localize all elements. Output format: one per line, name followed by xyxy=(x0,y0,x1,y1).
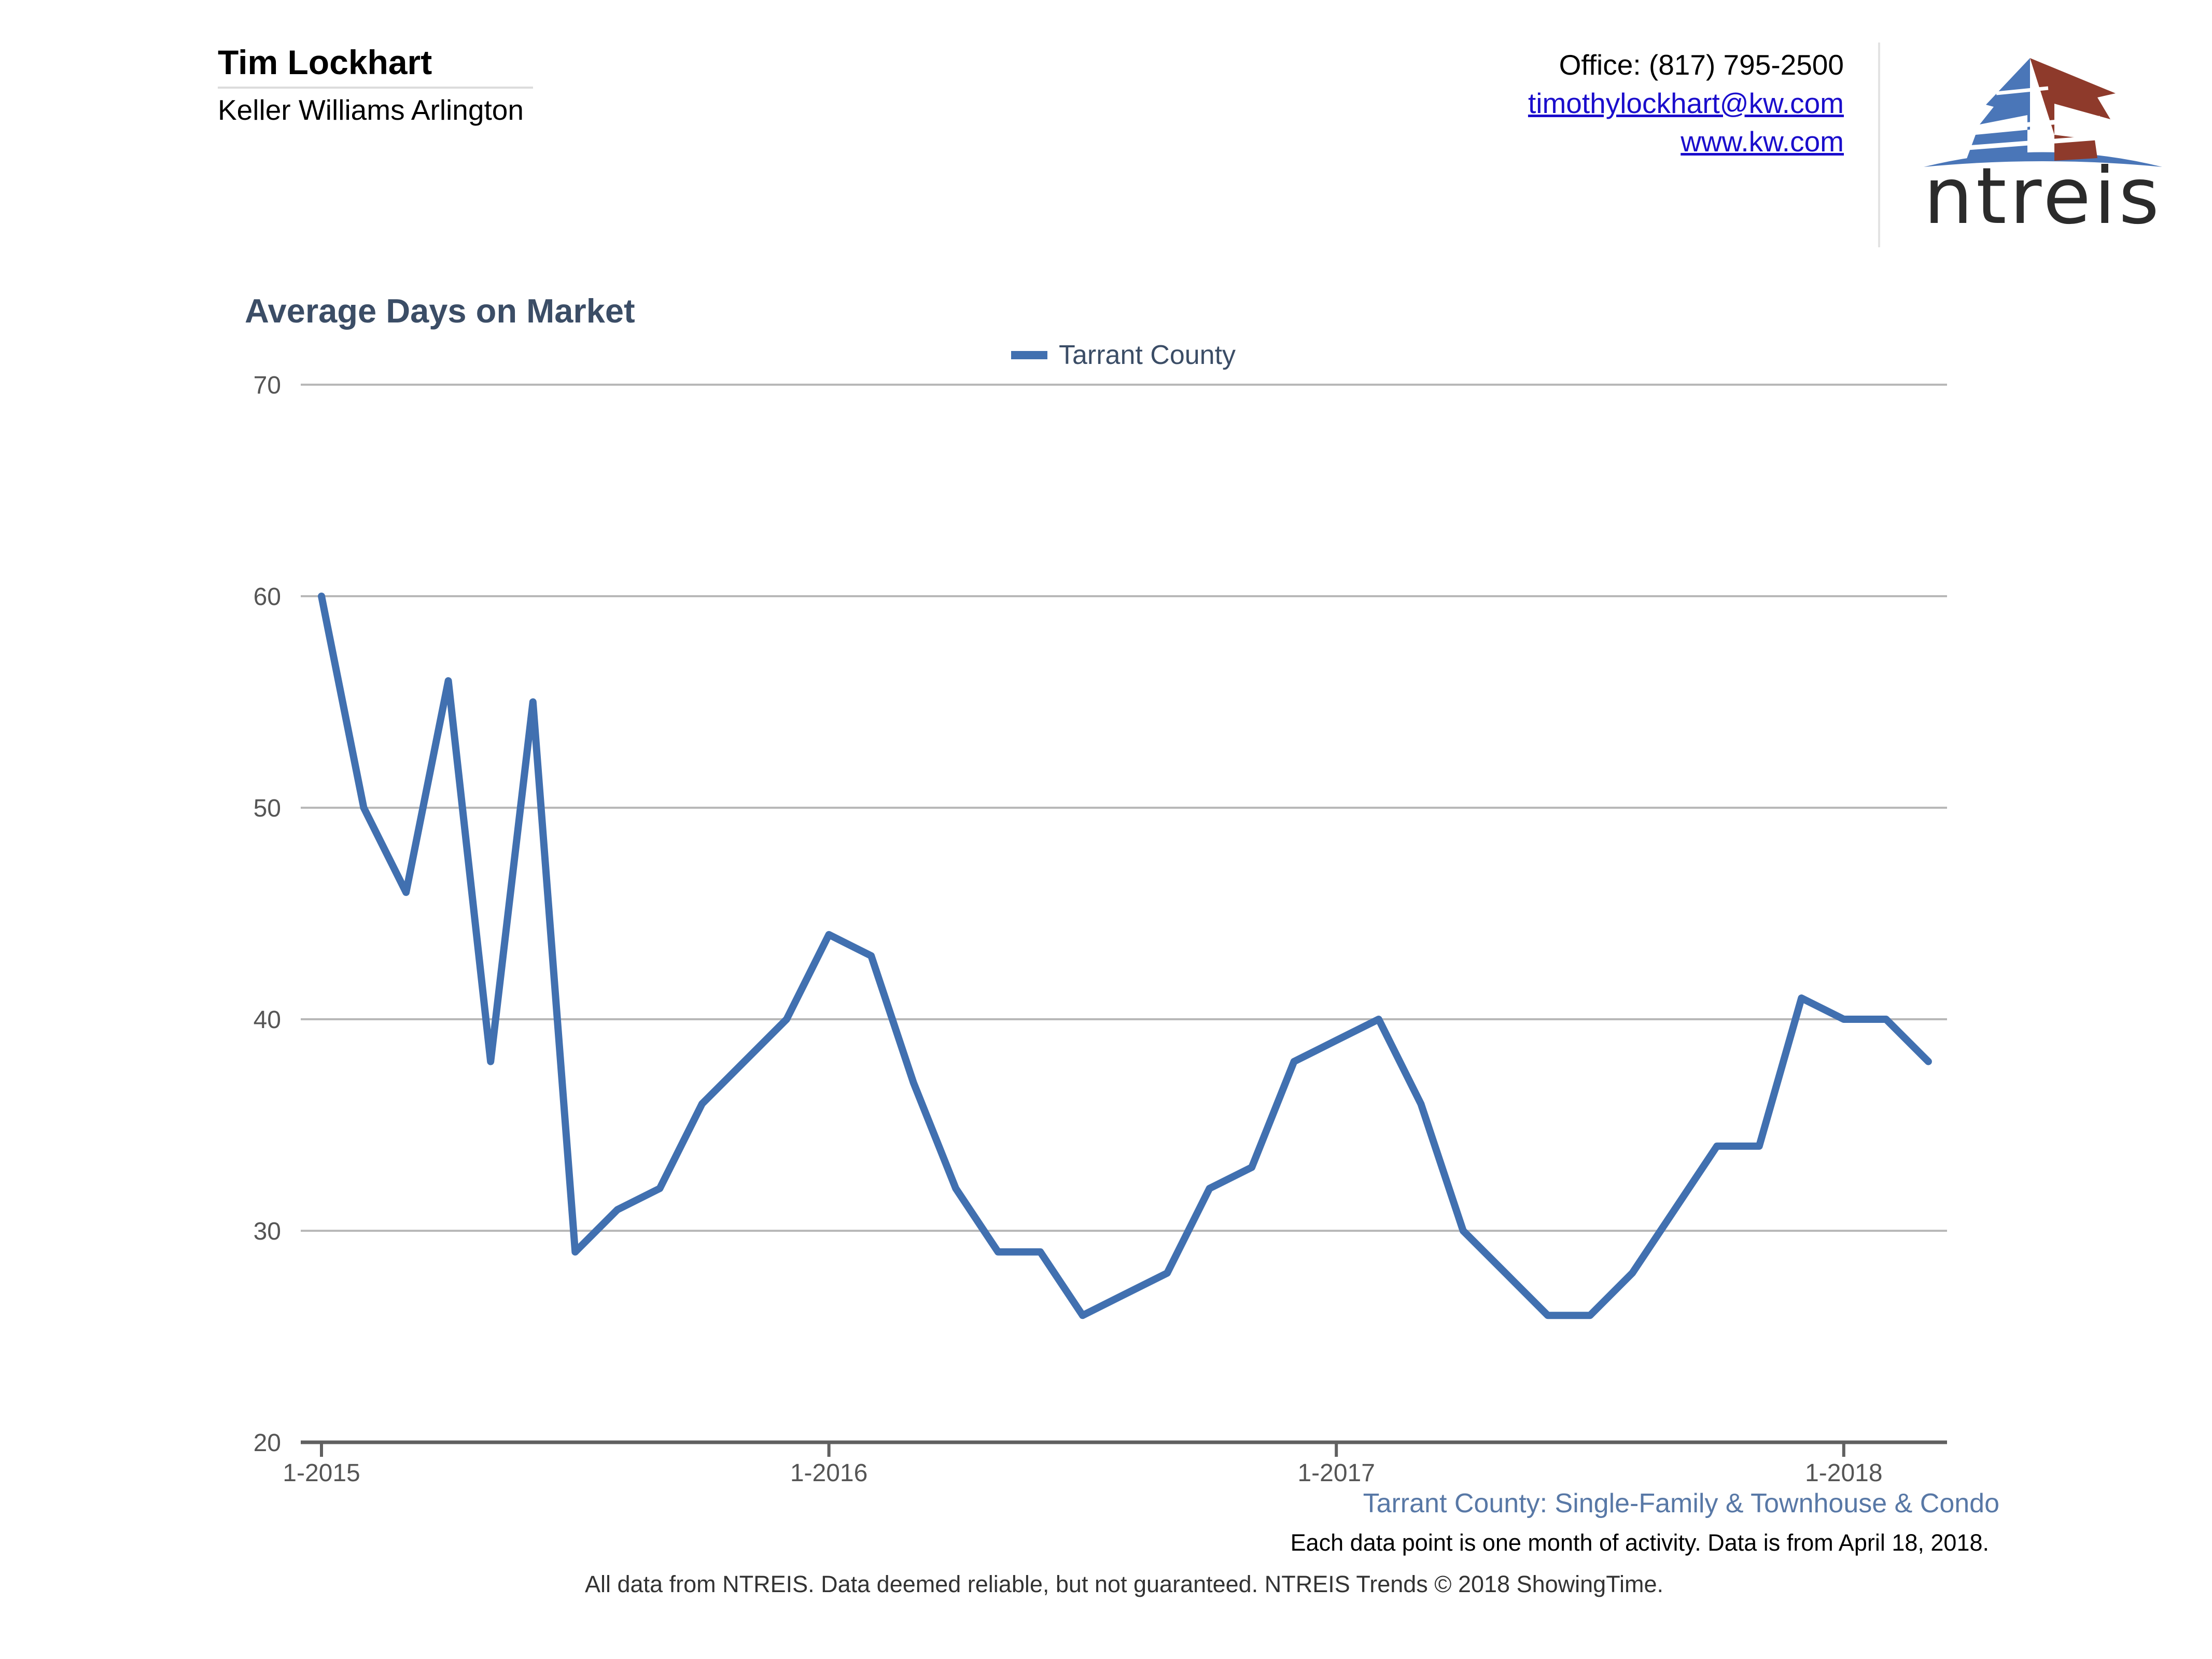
data-point xyxy=(1799,996,1804,1001)
y-tick-label: 30 xyxy=(254,1218,281,1245)
data-point xyxy=(1461,1229,1465,1233)
y-tick-label: 50 xyxy=(254,795,281,822)
data-point xyxy=(1672,1207,1677,1212)
data-point xyxy=(615,1207,620,1212)
data-point xyxy=(573,1249,578,1254)
data-point xyxy=(1334,1038,1339,1043)
agent-divider xyxy=(218,87,533,89)
data-point xyxy=(742,1059,747,1064)
y-tick-label: 40 xyxy=(254,1006,281,1034)
data-point xyxy=(699,1102,704,1106)
x-tick-label: 1-2015 xyxy=(283,1459,360,1487)
data-point xyxy=(1757,1144,1761,1148)
logo-building-red xyxy=(2030,58,2116,161)
data-point xyxy=(1841,1017,1846,1021)
y-tick-label: 60 xyxy=(254,583,281,611)
data-point xyxy=(361,806,366,810)
x-tick-label: 1-2018 xyxy=(1805,1459,1882,1487)
data-point xyxy=(1376,1017,1381,1021)
data-point xyxy=(827,932,831,937)
data-point xyxy=(1715,1144,1719,1148)
legend-label: Tarrant County xyxy=(1059,340,1236,370)
data-point xyxy=(1926,1059,1930,1064)
chart-subtitle: Tarrant County: Single-Family & Townhous… xyxy=(1363,1488,1999,1519)
data-point xyxy=(1588,1313,1592,1318)
agent-company: Keller Williams Arlington xyxy=(218,94,524,126)
x-tick-label: 1-2017 xyxy=(1297,1459,1375,1487)
office-phone: Office: (817) 795-2500 xyxy=(1559,49,1844,81)
disclaimer: All data from NTREIS. Data deemed reliab… xyxy=(585,1571,1664,1597)
data-point xyxy=(1123,1292,1127,1297)
data-point xyxy=(530,700,535,704)
data-point xyxy=(1250,1165,1254,1170)
data-point xyxy=(1207,1186,1212,1191)
data-point xyxy=(869,953,874,958)
data-point xyxy=(1884,1017,1888,1021)
data-point xyxy=(1545,1313,1550,1318)
x-tick-label: 1-2016 xyxy=(790,1459,867,1487)
email-link[interactable]: timothylockhart@kw.com xyxy=(1528,87,1844,119)
series-line-tarrant-county xyxy=(318,593,1932,1319)
data-point xyxy=(319,594,324,598)
data-point xyxy=(404,890,409,895)
data-point xyxy=(1292,1059,1296,1064)
data-point xyxy=(1080,1313,1085,1318)
data-point xyxy=(657,1186,662,1191)
data-point xyxy=(996,1249,1000,1254)
logo-wordmark: ntreis xyxy=(1924,151,2162,238)
data-point xyxy=(1630,1271,1635,1275)
agent-name: Tim Lockhart xyxy=(218,43,432,81)
ntreis-logo: ntreis xyxy=(1924,58,2162,238)
data-point xyxy=(954,1186,958,1191)
y-tick-label: 70 xyxy=(254,372,281,399)
data-point xyxy=(911,1080,916,1085)
website-link[interactable]: www.kw.com xyxy=(1681,125,1844,158)
data-point xyxy=(446,679,451,683)
chart-title: Average Days on Market xyxy=(245,292,635,330)
data-point xyxy=(1038,1249,1043,1254)
data-point xyxy=(1503,1271,1508,1275)
header-separator xyxy=(1878,43,1880,247)
data-point xyxy=(1165,1271,1169,1275)
data-point xyxy=(785,1017,789,1021)
data-point xyxy=(1419,1102,1423,1106)
data-point xyxy=(488,1059,493,1064)
legend-swatch xyxy=(1011,351,1047,359)
y-tick-label: 20 xyxy=(254,1429,281,1457)
logo-building-blue xyxy=(1965,58,2030,163)
data-footnote: Each data point is one month of activity… xyxy=(1290,1529,1989,1556)
chart-legend: Tarrant County xyxy=(1011,337,1236,373)
contact-block: Office: (817) 795-2500 timothylockhart@k… xyxy=(1528,46,1844,161)
